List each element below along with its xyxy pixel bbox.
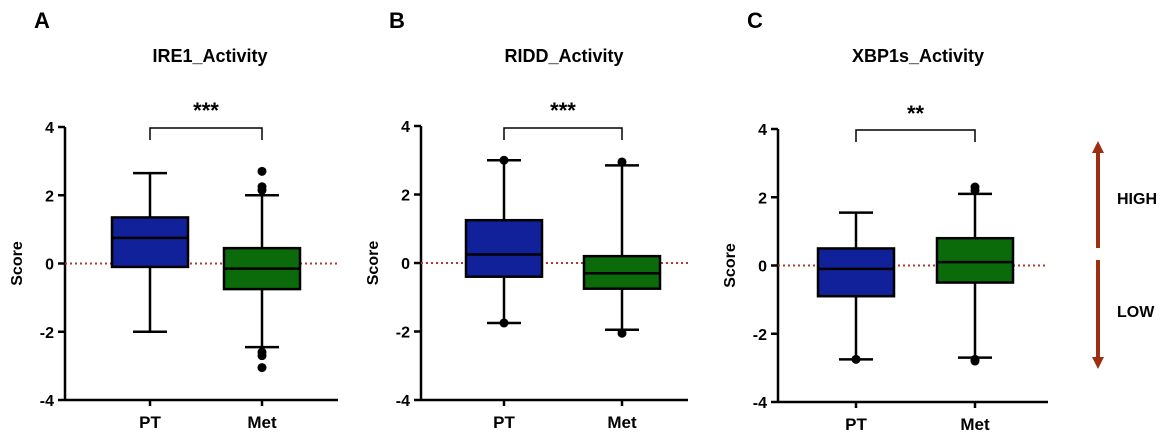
y-tick-label: 4 xyxy=(45,120,54,137)
y-tick-label: 4 xyxy=(758,122,767,139)
panel-c: C XBP1s_Activity Score 4 2 0 -2 -4 PT Met ** xyxy=(722,8,1048,434)
box-met xyxy=(935,182,1015,366)
iqr-box xyxy=(110,216,190,269)
box-met xyxy=(582,157,662,338)
y-tick-label: 4 xyxy=(401,119,410,136)
iqr-box xyxy=(935,236,1015,284)
x-tick-label: Met xyxy=(607,413,637,432)
low-label: LOW xyxy=(1117,304,1155,321)
outlier-point xyxy=(257,351,267,361)
outlier-point xyxy=(617,328,627,338)
x-tick-label: Met xyxy=(960,415,990,434)
low-arrow-head xyxy=(1092,357,1104,369)
y-tick-label: -4 xyxy=(396,393,410,410)
y-tick-label: 2 xyxy=(758,190,767,207)
y-tick-label: -2 xyxy=(396,325,410,342)
box-pt xyxy=(464,155,544,328)
y-axis-label: Score xyxy=(9,241,26,286)
significance-bracket xyxy=(503,127,623,140)
x-tick-label: PT xyxy=(139,413,161,432)
significance-stars: ** xyxy=(907,101,925,126)
y-tick-label: -4 xyxy=(753,395,767,412)
outlier-point xyxy=(499,155,509,165)
y-axis-label: Score xyxy=(365,241,382,286)
y-tick-label: 2 xyxy=(45,188,54,205)
panel-a: A IRE1_Activity Score 4 2 0 -2 -4 PT Met *** xyxy=(9,8,338,432)
y-tick-label: -2 xyxy=(40,325,54,342)
significance-bracket xyxy=(855,129,976,142)
box-pt xyxy=(110,171,190,333)
outlier-point xyxy=(257,166,267,176)
x-tick-label: Met xyxy=(247,413,277,432)
high-label: HIGH xyxy=(1117,191,1157,208)
y-tick-label: 0 xyxy=(758,259,767,276)
y-tick-label: 0 xyxy=(401,256,410,273)
y-tick-label: 2 xyxy=(401,188,410,205)
significance-stars: *** xyxy=(193,98,219,123)
panel-title: RIDD_Activity xyxy=(504,46,623,66)
significance-stars: *** xyxy=(550,98,576,123)
outlier-point xyxy=(257,185,267,195)
panel-title: IRE1_Activity xyxy=(152,46,267,66)
iqr-box xyxy=(816,247,896,298)
panel-letter: C xyxy=(747,8,763,33)
panel-letter: A xyxy=(34,8,50,33)
panel-b: B RIDD_Activity Score 4 2 0 -2 -4 PT Met *** xyxy=(365,8,688,432)
y-tick-label: -2 xyxy=(753,327,767,344)
outlier-point xyxy=(970,185,980,195)
outlier-point xyxy=(617,157,627,167)
outlier-point xyxy=(257,363,267,373)
y-axis-label: Score xyxy=(722,243,739,288)
panel-letter: B xyxy=(389,8,405,33)
outlier-point xyxy=(499,318,509,328)
y-tick-label: 0 xyxy=(45,257,54,274)
outlier-point xyxy=(970,356,980,366)
x-tick-label: PT xyxy=(493,413,515,432)
box-pt xyxy=(816,211,896,364)
high-arrow-head xyxy=(1092,141,1104,153)
outlier-point xyxy=(851,354,861,364)
panel-title: XBP1s_Activity xyxy=(852,46,984,66)
high-low-indicator: HIGH LOW xyxy=(1092,141,1157,369)
iqr-box xyxy=(464,218,544,278)
box-met xyxy=(222,166,302,373)
y-tick-label: -4 xyxy=(40,393,54,410)
x-tick-label: PT xyxy=(845,415,867,434)
significance-bracket xyxy=(149,127,263,140)
